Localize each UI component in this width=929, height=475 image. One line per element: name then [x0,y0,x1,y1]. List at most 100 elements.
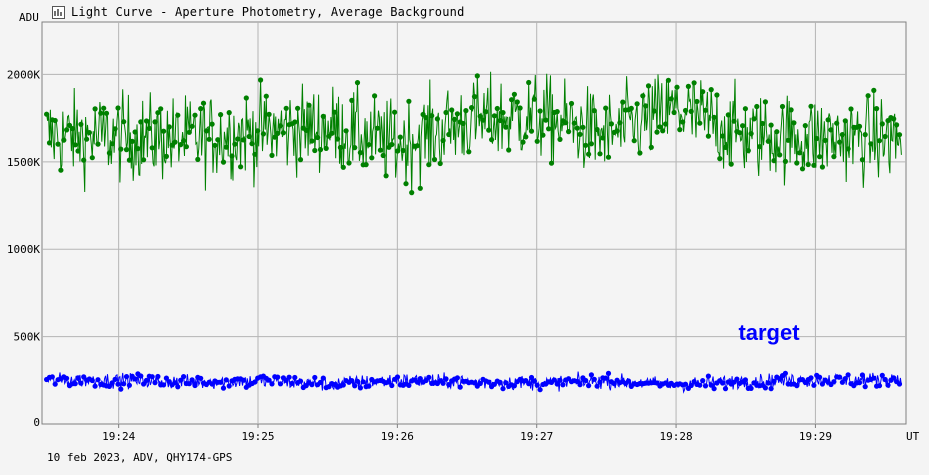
data-point [189,123,195,129]
data-point [768,122,774,128]
data-point [123,374,130,380]
data-point [557,377,563,383]
data-point [540,132,546,138]
data-point [200,100,207,106]
x-tick-label: 19:25 [241,430,274,443]
data-point [149,374,155,380]
data-point [896,132,903,138]
grid-lines [42,22,906,428]
data-point [537,387,543,393]
data-point [822,137,828,143]
data-point [252,379,258,385]
data-point [394,148,401,154]
x-tick-label: 19:29 [799,430,832,443]
data-point [195,156,201,162]
data-point [354,80,361,86]
data-point [862,132,868,138]
data-point [677,127,683,133]
chart-icon[interactable] [52,5,65,19]
data-point [876,138,883,144]
y-tick-label: 500K [14,331,41,344]
data-point [791,120,797,126]
data-point [500,386,506,392]
y-tick-label: 1500K [7,156,40,169]
data-point [440,380,446,386]
data-point [129,138,135,144]
data-point [155,373,161,380]
data-point [586,151,592,157]
data-point [249,141,255,147]
data-point [115,381,121,387]
data-point [377,147,383,153]
data-point [648,144,654,150]
data-point [876,383,883,389]
data-point [742,106,749,112]
data-point [543,117,549,123]
data-point [95,377,101,383]
data-point [161,382,167,388]
data-point [223,377,229,383]
data-point [92,106,98,112]
data-point [882,133,888,140]
x-tick-label: 19:28 [660,430,693,443]
data-point [309,382,315,388]
data-point [443,109,449,116]
data-point [480,117,486,123]
data-point [765,138,771,144]
data-point [620,99,626,105]
data-point [765,380,771,386]
data-point [98,110,104,116]
data-point [608,121,615,127]
data-point [206,136,212,142]
data-point [181,138,187,144]
data-point [785,137,791,143]
data-point [312,147,318,154]
data-point [463,108,469,114]
data-point [451,116,458,122]
data-point [842,376,848,382]
data-point [437,160,443,167]
data-point [392,109,398,115]
data-point [688,108,694,114]
data-point [597,151,603,157]
data-point [845,372,851,378]
data-point [500,110,506,116]
data-point [363,162,369,168]
data-point [471,94,478,100]
data-point [429,113,435,119]
data-point [768,386,774,392]
data-point [856,123,863,129]
data-point [474,73,480,79]
data-point [894,122,900,128]
data-point [722,386,729,392]
data-point [198,375,204,381]
data-point [109,141,115,147]
data-point [586,383,592,389]
data-point [859,372,866,378]
data-point [64,127,70,133]
data-point [255,128,261,134]
data-point [337,144,343,151]
data-point [434,116,440,122]
data-point [118,386,124,392]
data-point [58,167,64,173]
data-point [400,147,406,154]
data-point [708,382,714,388]
data-point [603,375,609,381]
data-point [834,120,840,126]
data-point [509,97,515,103]
data-point [369,155,375,161]
data-point [75,148,81,154]
data-point [315,134,321,141]
data-point [109,380,115,386]
data-point [212,142,218,148]
data-point [440,137,446,144]
data-point [55,141,61,147]
data-point [794,160,800,166]
series-layer: target [44,71,903,394]
data-point [263,93,269,99]
data-point [871,375,877,381]
data-point [734,376,740,382]
y-tick-label: 0 [33,416,40,429]
data-point [126,382,132,388]
